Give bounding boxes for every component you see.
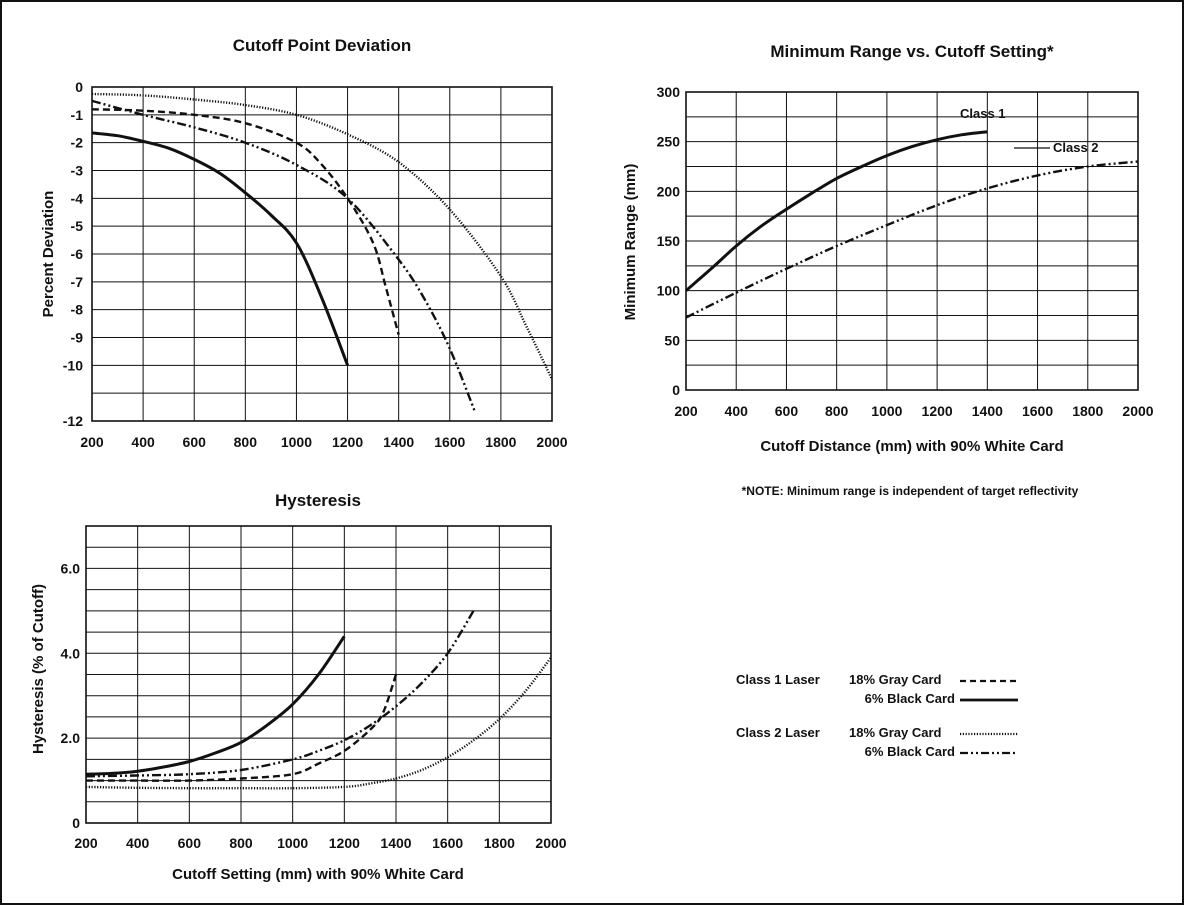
series-line-dashed [85,674,398,782]
x-tick-label: 800 [234,434,258,450]
x-tick-label: 1600 [432,835,463,851]
legend-class2-label: Class 2 Laser [736,725,820,740]
x-tick-label: 200 [674,403,698,419]
legend: Class 1 Laser 18% Gray Card 6% Black Car… [736,672,1018,759]
y-tick-label: 0 [72,815,80,831]
series-line-dotted [85,656,552,790]
chart-title: Cutoff Point Deviation [233,36,411,55]
y-tick-label: 50 [664,332,680,348]
x-tick-label: 1000 [277,835,308,851]
y-tick-label: -12 [63,413,83,429]
x-tick-label: 1800 [485,434,516,450]
x-axis-label: Cutoff Distance (mm) with 90% White Card [760,438,1063,455]
x-tick-label: 600 [183,434,207,450]
x-tick-label: 1000 [281,434,312,450]
x-tick-label: 1800 [1072,403,1103,419]
legend-class1-gray-label: 18% Gray Card [849,672,942,687]
y-tick-label: 100 [657,283,681,299]
x-tick-label: 2000 [535,835,566,851]
series-label-class-1: Class 1 [960,106,1006,121]
series-line-solid [91,131,349,366]
x-tick-label: 400 [725,403,749,419]
chart-title: Minimum Range vs. Cutoff Setting* [770,42,1054,61]
series-line-solid [85,635,346,776]
y-tick-label: 0 [672,382,680,398]
x-tick-label: 2000 [536,434,567,450]
y-tick-label: 150 [657,233,681,249]
x-tick-label: 600 [775,403,799,419]
y-tick-label: -5 [71,218,84,234]
plot-area [685,91,1139,391]
series-line-dashdotdot [85,610,475,778]
y-tick-label: -9 [71,330,84,346]
legend-class2-black-label: 6% Black Card [865,744,955,759]
chart-title: Hysteresis [275,491,361,510]
legend-class2-gray-label: 18% Gray Card [849,725,942,740]
x-tick-label: 200 [80,434,104,450]
y-tick-label: -6 [71,246,84,262]
y-tick-label: -7 [71,274,84,290]
y-tick-label: -2 [71,135,84,151]
y-axis-label: Hysteresis (% of Cutoff) [30,584,47,754]
y-axis-label: Minimum Range (mm) [622,164,639,321]
y-tick-label: -10 [63,357,83,373]
minimum-range-chart: Minimum Range vs. Cutoff Setting* Minimu… [622,42,1154,498]
x-tick-label: 600 [178,835,202,851]
x-tick-label: 1200 [332,434,363,450]
y-tick-label: -1 [71,107,84,123]
y-tick-label: 2.0 [61,730,81,746]
x-tick-label: 1400 [972,403,1003,419]
legend-class1-black-label: 6% Black Card [865,691,955,706]
y-tick-label: -4 [71,190,84,206]
legend-class1-label: Class 1 Laser [736,672,820,687]
series-line-dotted [91,92,554,380]
y-tick-label: -3 [71,163,84,179]
x-tick-label: 2000 [1122,403,1153,419]
x-tick-label: 1200 [922,403,953,419]
x-tick-label: 1600 [434,434,465,450]
series-line-dashed [91,108,400,336]
series-line-solid [685,130,988,292]
y-tick-label: -8 [71,302,84,318]
series-line-dashdotdot [685,160,1139,319]
x-tick-label: 800 [825,403,849,419]
x-tick-label: 800 [229,835,253,851]
x-tick-label: 1400 [383,434,414,450]
y-tick-label: 6.0 [61,560,81,576]
x-tick-label: 400 [131,434,155,450]
x-tick-label: 1800 [484,835,515,851]
x-tick-label: 200 [74,835,98,851]
x-tick-label: 1600 [1022,403,1053,419]
y-axis-label: Percent Deviation [40,191,57,318]
cutoff-deviation-chart: Cutoff Point Deviation Percent Deviation… [40,36,568,450]
series-label-class-2: Class 2 [1053,140,1099,155]
chart-note: *NOTE: Minimum range is independent of t… [742,484,1079,498]
x-axis-label: Cutoff Setting (mm) with 90% White Card [172,866,464,883]
x-tick-label: 1400 [380,835,411,851]
x-tick-label: 400 [126,835,150,851]
y-tick-label: 4.0 [61,645,81,661]
y-tick-label: 250 [657,134,681,150]
plot-area [85,525,552,824]
hysteresis-chart: Hysteresis Hysteresis (% of Cutoff) Cuto… [30,491,567,883]
x-tick-label: 1000 [871,403,902,419]
x-tick-label: 1200 [329,835,360,851]
y-tick-label: 200 [657,183,681,199]
y-tick-label: 0 [75,79,83,95]
y-tick-label: 300 [657,84,681,100]
plot-area [91,86,553,422]
